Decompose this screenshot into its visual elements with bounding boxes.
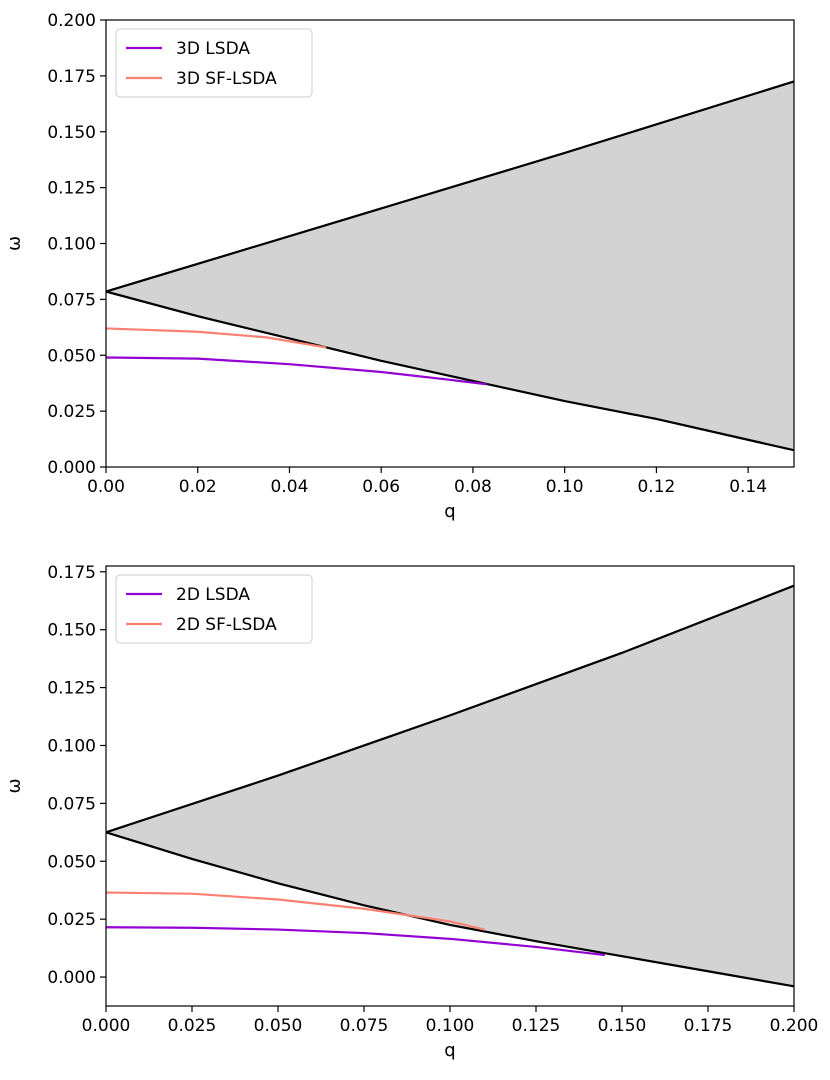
y-axis-label: ω (4, 778, 25, 793)
legend-label-1: 3D SF-LSDA (176, 69, 277, 89)
x-tick-label: 0.04 (271, 477, 309, 497)
y-tick-label: 0.125 (47, 179, 96, 199)
x-tick-label: 0.02 (179, 477, 217, 497)
y-tick-label: 0.125 (47, 679, 96, 699)
x-tick-label: 0.08 (454, 477, 492, 497)
y-tick-label: 0.150 (47, 123, 96, 143)
x-tick-label: 0.12 (637, 477, 675, 497)
continuum-lower-edge (106, 290, 794, 452)
plot-area (106, 80, 794, 452)
legend-box (115, 28, 313, 98)
y-tick-label: 0.050 (47, 346, 96, 366)
y-tick-label: 0.075 (47, 290, 96, 310)
y-tick-label: 0.050 (47, 852, 96, 872)
x-tick-label: 0.000 (82, 1016, 131, 1036)
continuum-lower-edge (106, 831, 794, 988)
legend-label-0: 3D LSDA (176, 39, 250, 59)
y-tick-label: 0.175 (47, 67, 96, 87)
y-tick-label: 0.075 (47, 794, 96, 814)
series-line-0 (106, 356, 487, 386)
series-line-1 (106, 891, 485, 931)
y-axis-label: ω (4, 236, 25, 251)
plot-area (106, 584, 794, 988)
y-tick-label: 0.200 (47, 11, 96, 31)
x-tick-label: 0.100 (426, 1016, 475, 1036)
series-line-1 (106, 327, 327, 349)
x-tick-label: 0.00 (87, 477, 125, 497)
y-tick-label: 0.100 (47, 736, 96, 756)
legend-box (115, 574, 313, 644)
x-axis-label: q (444, 501, 455, 522)
y-tick-label: 0.025 (47, 402, 96, 422)
x-tick-label: 0.150 (598, 1016, 647, 1036)
x-tick-label: 0.075 (340, 1016, 389, 1036)
x-tick-label: 0.025 (168, 1016, 217, 1036)
panel-3d: 0.00 0.02 0.04 0.06 0.08 0.10 0.12 0.14 0.000 0.0… (4, 11, 795, 522)
y-tick-label: 0.150 (47, 621, 96, 641)
series-line-0 (106, 926, 605, 957)
y-tick-label: 0.100 (47, 235, 96, 255)
x-tick-label: 0.175 (684, 1016, 733, 1036)
x-tick-label: 0.200 (770, 1016, 819, 1036)
x-axis-label: q (444, 1040, 455, 1061)
legend-label-0: 2D LSDA (176, 585, 250, 605)
x-tick-label: 0.06 (362, 477, 400, 497)
x-tick-label: 0.050 (254, 1016, 303, 1036)
y-tick-label: 0.175 (47, 563, 96, 583)
y-tick-label: 0.000 (47, 968, 96, 988)
legend-label-1: 2D SF-LSDA (176, 615, 277, 635)
panel-2d: 0.000 0.025 0.050 0.075 0.100 0.125 0.150 0.175… (4, 563, 818, 1061)
y-tick-label: 0.000 (47, 458, 96, 478)
continuum-upper-edge (106, 80, 794, 293)
continuum-region (106, 81, 794, 451)
continuum-region (106, 585, 794, 987)
y-tick-label: 0.025 (47, 910, 96, 930)
continuum-upper-edge (106, 584, 794, 834)
x-tick-label: 0.14 (729, 477, 767, 497)
x-tick-label: 0.10 (546, 477, 584, 497)
x-tick-label: 0.125 (512, 1016, 561, 1036)
